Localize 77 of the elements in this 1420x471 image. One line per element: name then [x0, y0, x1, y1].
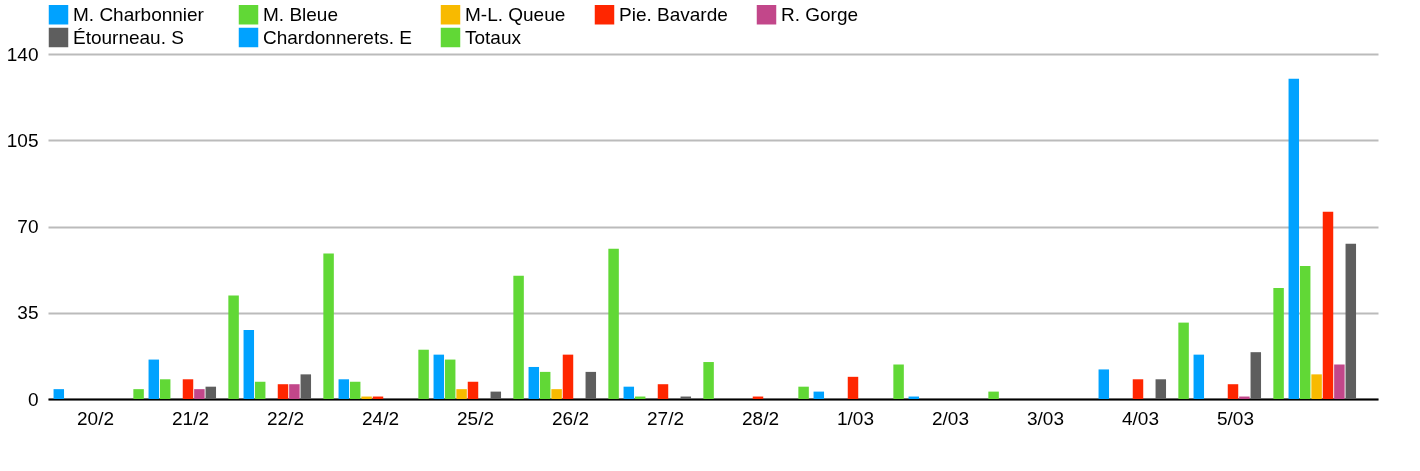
bar [456, 389, 467, 399]
bar [608, 248, 619, 399]
legend-label: Pie. Bavarde [619, 3, 728, 25]
bar [277, 384, 289, 399]
bar [703, 362, 714, 399]
bar [798, 386, 809, 399]
bar [1227, 384, 1239, 399]
bar [148, 359, 160, 399]
bar [349, 381, 361, 399]
bar [551, 389, 562, 399]
bar [1250, 352, 1262, 399]
bar [562, 354, 574, 399]
legend-label: M-L. Queue [465, 3, 566, 25]
bar [893, 364, 904, 399]
bar [467, 381, 479, 399]
y-tick-label: 105 [6, 129, 39, 151]
bar [418, 349, 429, 399]
legend-label: M. Bleue [263, 3, 338, 25]
bar [243, 330, 255, 399]
x-tick-label: 4/03 [1122, 407, 1159, 429]
legend-label: Étourneau. S [73, 26, 184, 48]
bar [433, 354, 445, 399]
x-tick-label: 2/03 [932, 407, 969, 429]
bar [528, 366, 540, 399]
x-tick-label: 25/2 [457, 407, 494, 429]
bar [1155, 379, 1167, 399]
bar [813, 391, 825, 399]
bar [847, 376, 859, 399]
x-tick-label: 27/2 [647, 407, 684, 429]
legend-label: Totaux [465, 26, 522, 48]
bar [133, 389, 144, 399]
bar [1345, 243, 1357, 399]
bar [1273, 288, 1284, 399]
bar [490, 391, 502, 399]
bar [53, 389, 65, 399]
x-tick-label: 24/2 [362, 407, 399, 429]
bar [1178, 322, 1189, 399]
x-tick-label: 1/03 [837, 407, 874, 429]
x-tick-label: 3/03 [1027, 407, 1064, 429]
y-tick-label: 35 [17, 302, 39, 324]
legend-label: R. Gorge [781, 3, 859, 25]
bar [254, 381, 266, 399]
bar [513, 275, 524, 399]
bar [159, 379, 171, 399]
bar [194, 389, 205, 399]
bar [1311, 374, 1322, 399]
x-tick-label: 20/2 [77, 407, 114, 429]
x-tick-label: 28/2 [742, 407, 779, 429]
bar [228, 295, 239, 399]
bar [1334, 364, 1345, 399]
x-tick-label: 21/2 [172, 407, 209, 429]
y-tick-label: 70 [17, 216, 39, 237]
x-tick-label: 22/2 [267, 407, 304, 429]
bar [205, 386, 217, 399]
bar [585, 371, 597, 399]
x-tick-label: 26/2 [552, 407, 589, 429]
bar [1322, 211, 1334, 399]
y-tick-label: 0 [27, 388, 39, 410]
x-tick-label: 5/03 [1217, 407, 1254, 429]
bar [300, 374, 312, 399]
bar [988, 391, 999, 399]
bar [1193, 354, 1205, 399]
bar [338, 379, 350, 399]
bar [1098, 369, 1110, 399]
bar [444, 359, 456, 399]
bar [623, 386, 635, 399]
bar [323, 253, 334, 399]
bar [1288, 78, 1300, 399]
legend-label: Chardonnerets. E [263, 26, 412, 48]
bar [657, 384, 669, 399]
bar [182, 379, 194, 399]
y-tick-label: 140 [6, 43, 39, 65]
bar [1299, 265, 1311, 399]
bar [1132, 379, 1144, 399]
legend-label: M. Charbonnier [73, 3, 205, 25]
bar [539, 371, 551, 399]
bar [289, 384, 300, 399]
